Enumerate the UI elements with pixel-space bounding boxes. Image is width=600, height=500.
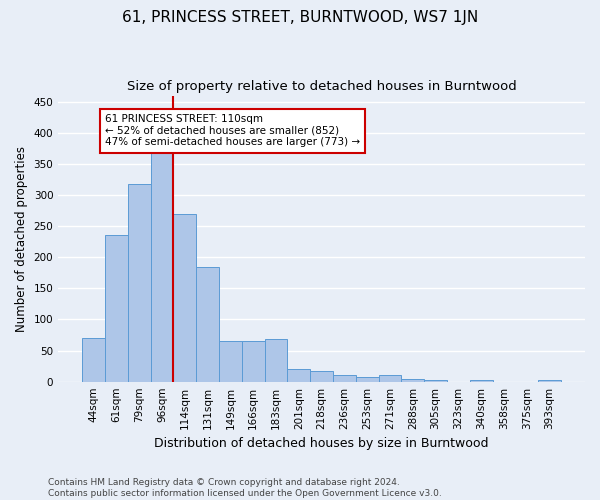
Bar	[196, 266, 219, 382]
Bar	[105, 235, 128, 382]
Bar	[219, 341, 242, 382]
Bar	[265, 340, 287, 382]
Bar	[379, 376, 401, 382]
Bar	[470, 380, 493, 382]
Bar	[538, 380, 561, 382]
Bar	[333, 376, 356, 382]
Bar	[287, 368, 310, 382]
Bar	[424, 380, 447, 382]
Bar	[401, 378, 424, 382]
Bar	[82, 338, 105, 382]
Bar	[173, 214, 196, 382]
X-axis label: Distribution of detached houses by size in Burntwood: Distribution of detached houses by size …	[154, 437, 489, 450]
Text: 61, PRINCESS STREET, BURNTWOOD, WS7 1JN: 61, PRINCESS STREET, BURNTWOOD, WS7 1JN	[122, 10, 478, 25]
Bar	[128, 184, 151, 382]
Bar	[151, 153, 173, 382]
Bar	[242, 341, 265, 382]
Bar	[356, 378, 379, 382]
Y-axis label: Number of detached properties: Number of detached properties	[15, 146, 28, 332]
Text: 61 PRINCESS STREET: 110sqm
← 52% of detached houses are smaller (852)
47% of sem: 61 PRINCESS STREET: 110sqm ← 52% of deta…	[105, 114, 360, 148]
Bar	[310, 371, 333, 382]
Title: Size of property relative to detached houses in Burntwood: Size of property relative to detached ho…	[127, 80, 517, 93]
Text: Contains HM Land Registry data © Crown copyright and database right 2024.
Contai: Contains HM Land Registry data © Crown c…	[48, 478, 442, 498]
